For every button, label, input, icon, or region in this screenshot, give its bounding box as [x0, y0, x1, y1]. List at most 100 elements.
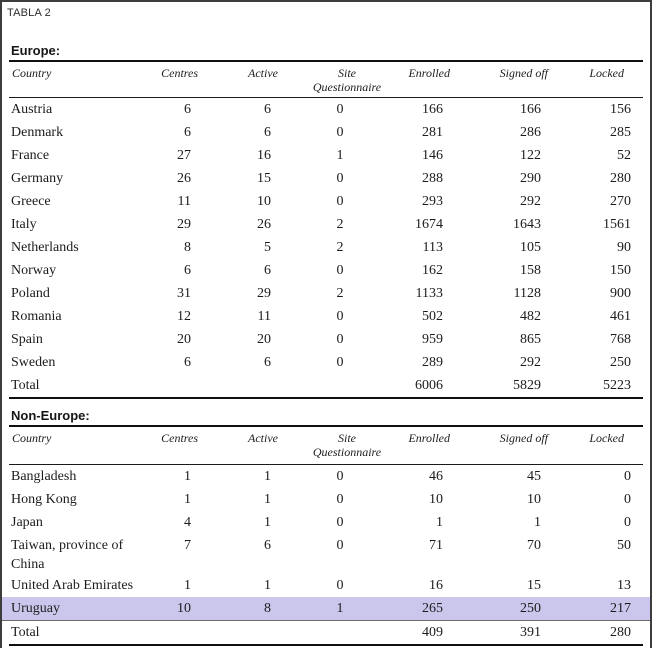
column-header-centres: Centres — [161, 66, 198, 80]
cell-active: 6 — [264, 538, 271, 553]
cell-site-questionnaire: 0 — [336, 125, 344, 140]
cell-site-questionnaire: 0 — [336, 578, 344, 593]
cell-locked: 13 — [617, 578, 631, 593]
cell-centres: 6 — [184, 355, 191, 370]
cell-centres: 10 — [177, 601, 191, 616]
cell-signed-off: 10 — [527, 492, 541, 507]
cell-enrolled: 409 — [422, 625, 443, 640]
cell-centres: 1 — [184, 469, 191, 484]
cell-centres: 6 — [184, 263, 191, 278]
cell-locked: 52 — [617, 148, 631, 163]
section-non-europe: Non-Europe: Country Centres Active Site … — [2, 409, 650, 646]
cell-enrolled: 289 — [422, 355, 443, 370]
cell-enrolled: 1674 — [415, 217, 443, 232]
column-header-site-questionnaire: Site Questionnaire — [282, 66, 412, 94]
column-header-country: Country — [12, 66, 52, 80]
column-header-site-line1: Site — [338, 431, 356, 445]
cell-site-questionnaire: 0 — [336, 332, 344, 347]
table-row: Austria 6 6 0 166 166 156 — [2, 98, 650, 121]
cell-locked: 150 — [610, 263, 631, 278]
cell-country: Poland — [11, 286, 50, 301]
cell-enrolled: 1 — [436, 515, 443, 530]
cell-site-questionnaire: 0 — [336, 263, 344, 278]
column-header-enrolled: Enrolled — [408, 431, 450, 445]
cell-country: Denmark — [11, 125, 64, 140]
cell-locked: 156 — [610, 102, 631, 117]
cell-enrolled: 6006 — [415, 378, 443, 393]
cell-centres: 8 — [184, 240, 191, 255]
cell-signed-off: 1 — [534, 515, 541, 530]
table-row-highlighted: Uruguay 10 8 1 265 250 217 — [2, 597, 650, 621]
cell-site-questionnaire: 0 — [336, 515, 344, 530]
cell-site-questionnaire: 1 — [336, 601, 344, 616]
cell-signed-off: 166 — [520, 102, 541, 117]
cell-country: Greece — [11, 194, 51, 209]
cell-centres: 12 — [177, 309, 191, 324]
table-row: Norway 6 6 0 162 158 150 — [2, 259, 650, 282]
cell-enrolled: 1133 — [415, 286, 443, 301]
cell-locked: 280 — [610, 171, 631, 186]
table-header-europe: Country Centres Active Site Questionnair… — [9, 62, 643, 98]
column-header-signed-off: Signed off — [499, 431, 548, 445]
cell-signed-off: 15 — [527, 578, 541, 593]
cell-active: 1 — [264, 578, 271, 593]
cell-signed-off: 250 — [520, 601, 541, 616]
table-row: Netherlands 8 5 2 113 105 90 — [2, 236, 650, 259]
table-row: Romania 12 11 0 502 482 461 — [2, 305, 650, 328]
table-body-europe: Austria 6 6 0 166 166 156 Denmark 6 6 0 281 286 285 Fr… — [2, 98, 650, 397]
column-header-active: Active — [248, 66, 278, 80]
cell-active: 6 — [264, 355, 271, 370]
cell-signed-off: 482 — [520, 309, 541, 324]
cell-country: Sweden — [11, 355, 56, 370]
section-title-non-europe: Non-Europe: — [9, 409, 643, 427]
cell-enrolled: 166 — [422, 102, 443, 117]
cell-site-questionnaire: 0 — [336, 355, 344, 370]
cell-active: 10 — [257, 194, 271, 209]
europe-bottom-rule — [9, 397, 643, 399]
cell-enrolled: 959 — [422, 332, 443, 347]
cell-active: 1 — [264, 469, 271, 484]
cell-site-questionnaire: 0 — [336, 469, 344, 484]
figure-label: TABLA 2 — [7, 7, 51, 19]
cell-country: Bangladesh — [11, 469, 77, 484]
cell-enrolled: 502 — [422, 309, 443, 324]
table-row: Germany 26 15 0 288 290 280 — [2, 167, 650, 190]
cell-signed-off: 105 — [520, 240, 541, 255]
table-row: Total 6006 5829 5223 — [2, 374, 650, 397]
cell-centres: 1 — [184, 492, 191, 507]
cell-enrolled: 162 — [422, 263, 443, 278]
column-header-site-line1: Site — [338, 66, 356, 80]
cell-centres: 1 — [184, 578, 191, 593]
cell-locked: 461 — [610, 309, 631, 324]
column-header-locked: Locked — [589, 66, 624, 80]
cell-country: Italy — [11, 217, 37, 232]
cell-locked: 1561 — [603, 217, 631, 232]
cell-locked: 250 — [610, 355, 631, 370]
cell-country: Austria — [11, 102, 53, 117]
cell-locked: 768 — [610, 332, 631, 347]
cell-locked: 270 — [610, 194, 631, 209]
cell-enrolled: 265 — [422, 601, 443, 616]
cell-country: United Arab Emirates — [11, 578, 134, 593]
cell-country: France — [11, 148, 50, 163]
cell-signed-off: 292 — [520, 355, 541, 370]
cell-active: 8 — [264, 601, 271, 616]
cell-enrolled: 288 — [422, 171, 443, 186]
cell-locked: 90 — [617, 240, 631, 255]
cell-signed-off: 286 — [520, 125, 541, 140]
cell-centres: 26 — [177, 171, 191, 186]
cell-signed-off: 391 — [520, 625, 541, 640]
table-row: Spain 20 20 0 959 865 768 — [2, 328, 650, 351]
column-header-site-line2: Questionnaire — [312, 80, 382, 94]
table-row: France 27 16 1 146 122 52 — [2, 144, 650, 167]
cell-active: 6 — [264, 263, 271, 278]
cell-locked: 0 — [624, 469, 631, 484]
cell-signed-off: 5829 — [513, 378, 541, 393]
cell-locked: 0 — [624, 492, 631, 507]
column-header-active: Active — [248, 431, 278, 445]
table-row: Taiwan, province of China 7 6 0 71 70 50 — [2, 534, 650, 574]
cell-enrolled: 281 — [422, 125, 443, 140]
cell-locked: 285 — [610, 125, 631, 140]
cell-locked: 217 — [610, 601, 631, 616]
cell-centres: 7 — [184, 538, 191, 553]
